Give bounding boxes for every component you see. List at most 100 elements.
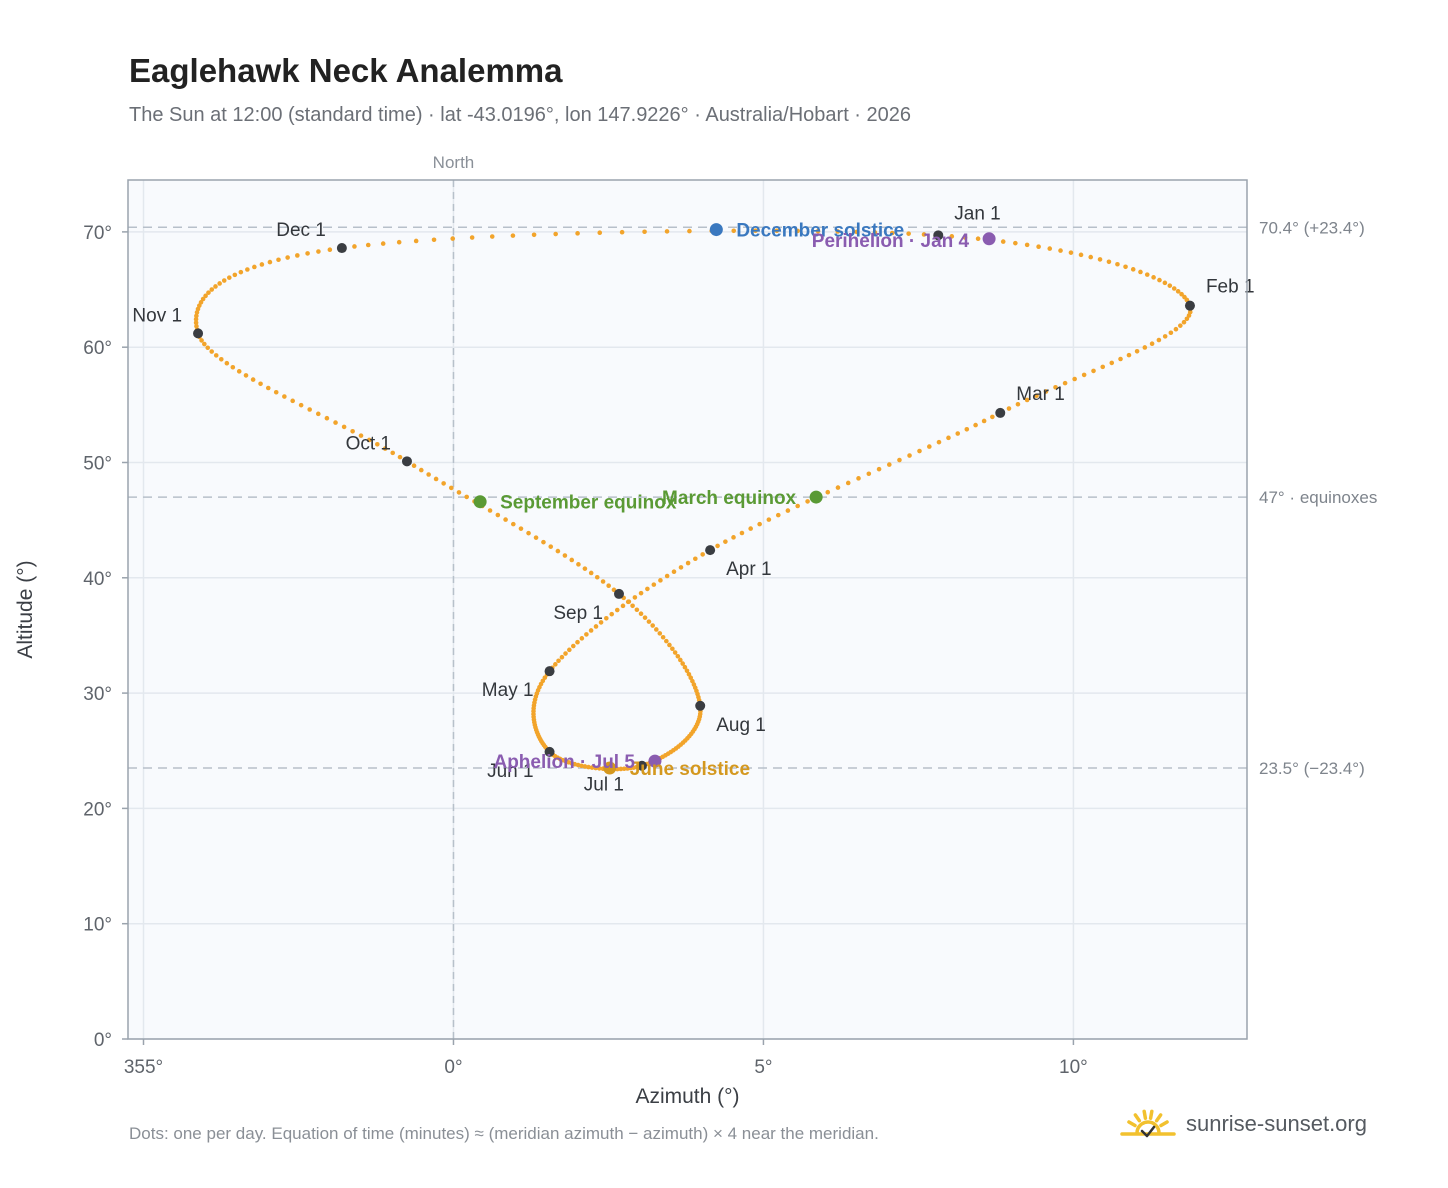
daily-sun-dot — [194, 313, 199, 319]
month-label: Apr 1 — [726, 559, 771, 580]
x-tick-label: 355° — [124, 1057, 163, 1078]
daily-sun-dot — [324, 415, 330, 421]
x-tick-label: 5° — [754, 1057, 772, 1078]
daily-sun-dot — [390, 450, 396, 456]
daily-sun-dot — [600, 579, 606, 584]
daily-sun-dot — [658, 578, 663, 583]
daily-sun-dot — [1118, 356, 1123, 362]
daily-sun-dot — [854, 229, 859, 235]
month-label: Oct 1 — [346, 433, 391, 454]
event-marker — [603, 761, 617, 775]
daily-sun-dot — [1162, 334, 1168, 339]
daily-sun-dot — [1151, 275, 1156, 280]
daily-sun-dot — [553, 662, 558, 667]
daily-sun-dot — [680, 661, 685, 666]
daily-sun-dot — [1043, 389, 1049, 394]
daily-sun-dot — [785, 508, 791, 513]
daily-sun-dot — [921, 232, 927, 237]
daily-sun-dot — [757, 521, 762, 527]
daily-sun-dot — [739, 530, 745, 536]
daily-sun-dot — [341, 424, 347, 430]
daily-sun-dot — [686, 671, 692, 677]
daily-sun-dot — [1130, 267, 1136, 272]
daily-sun-dot — [1000, 239, 1006, 244]
daily-sun-dot — [1134, 348, 1140, 354]
daily-sun-dot — [664, 638, 669, 644]
y-tick-label: 50° — [83, 453, 112, 474]
daily-sun-dot — [887, 462, 892, 467]
daily-sun-dot — [202, 341, 207, 347]
daily-sun-dot — [489, 234, 495, 239]
month-label: Jul 1 — [584, 775, 624, 796]
daily-sun-dot — [597, 230, 603, 236]
daily-sun-dot — [238, 269, 244, 275]
daily-sun-dot — [441, 481, 446, 486]
daily-sun-dot — [682, 664, 688, 670]
month-marker — [336, 243, 347, 254]
daily-sun-dot — [753, 228, 758, 234]
month-marker — [695, 700, 706, 711]
brand-logo-link[interactable]: sunrise-sunset.org — [1120, 1104, 1367, 1144]
daily-sun-dot — [213, 284, 218, 289]
daily-sun-dot — [619, 229, 625, 235]
daily-sun-dot — [200, 296, 206, 302]
daily-sun-dot — [917, 448, 922, 454]
daily-sun-dot — [588, 628, 594, 633]
daily-sun-dot — [205, 345, 211, 351]
daily-sun-dot — [518, 526, 524, 531]
daily-sun-dot — [795, 503, 800, 509]
daily-sun-dot — [748, 526, 753, 531]
daily-sun-dot — [1024, 242, 1030, 248]
daily-sun-dot — [678, 657, 683, 663]
daily-sun-dot — [693, 556, 698, 562]
daily-sun-dot — [964, 426, 970, 432]
month-label: Jun 1 — [487, 761, 533, 782]
daily-sun-dot — [638, 590, 644, 596]
reference-line-label: 47° · equinoxes — [1259, 488, 1377, 507]
daily-sun-dot — [426, 472, 431, 477]
month-label: Mar 1 — [1016, 384, 1065, 405]
daily-sun-dot — [1186, 313, 1192, 318]
y-tick-label: 0° — [94, 1030, 112, 1051]
daily-sun-dot — [685, 560, 691, 566]
daily-sun-dot — [267, 259, 273, 265]
month-label: Jan 1 — [954, 203, 1000, 224]
daily-sun-dot — [876, 466, 882, 472]
daily-sun-dot — [411, 463, 417, 468]
daily-sun-dot — [1184, 316, 1190, 322]
daily-sun-dot — [567, 647, 572, 653]
daily-sun-dot — [671, 569, 677, 574]
daily-sun-dot — [835, 485, 841, 490]
daily-sun-dot — [638, 611, 644, 617]
sun-arc — [1135, 1120, 1161, 1134]
month-label: Aug 1 — [716, 715, 766, 736]
daily-sun-dot — [962, 235, 968, 240]
daily-sun-dot — [651, 582, 657, 587]
event-marker — [473, 495, 487, 509]
daily-sun-dot — [1091, 368, 1096, 374]
brand-name: sunrise-sunset.org — [1186, 1111, 1367, 1136]
daily-sun-dot — [597, 766, 602, 771]
event-label: Aphelion · Jul 5 — [493, 752, 635, 773]
daily-sun-dot — [218, 356, 224, 362]
daily-sun-dot — [1173, 326, 1179, 332]
daily-sun-dot — [606, 583, 611, 588]
y-tick-label: 10° — [83, 915, 112, 936]
month-marker — [636, 760, 647, 771]
daily-sun-dot — [245, 267, 250, 272]
daily-sun-dot — [213, 353, 219, 358]
daily-sun-dot — [907, 453, 912, 458]
daily-sun-dot — [541, 539, 546, 545]
daily-sun-dot — [584, 632, 589, 637]
daily-sun-dot — [620, 603, 626, 609]
daily-sun-dot — [209, 349, 215, 354]
daily-sun-dot — [1179, 291, 1184, 297]
daily-sun-dot — [856, 476, 861, 481]
daily-sun-dot — [1047, 246, 1053, 251]
daily-sun-dot — [1106, 259, 1112, 265]
event-marker — [709, 223, 723, 237]
plot-frame — [127, 179, 1248, 1040]
daily-sun-dot — [582, 764, 588, 769]
daily-sun-dot — [224, 360, 230, 366]
month-marker — [995, 407, 1006, 418]
